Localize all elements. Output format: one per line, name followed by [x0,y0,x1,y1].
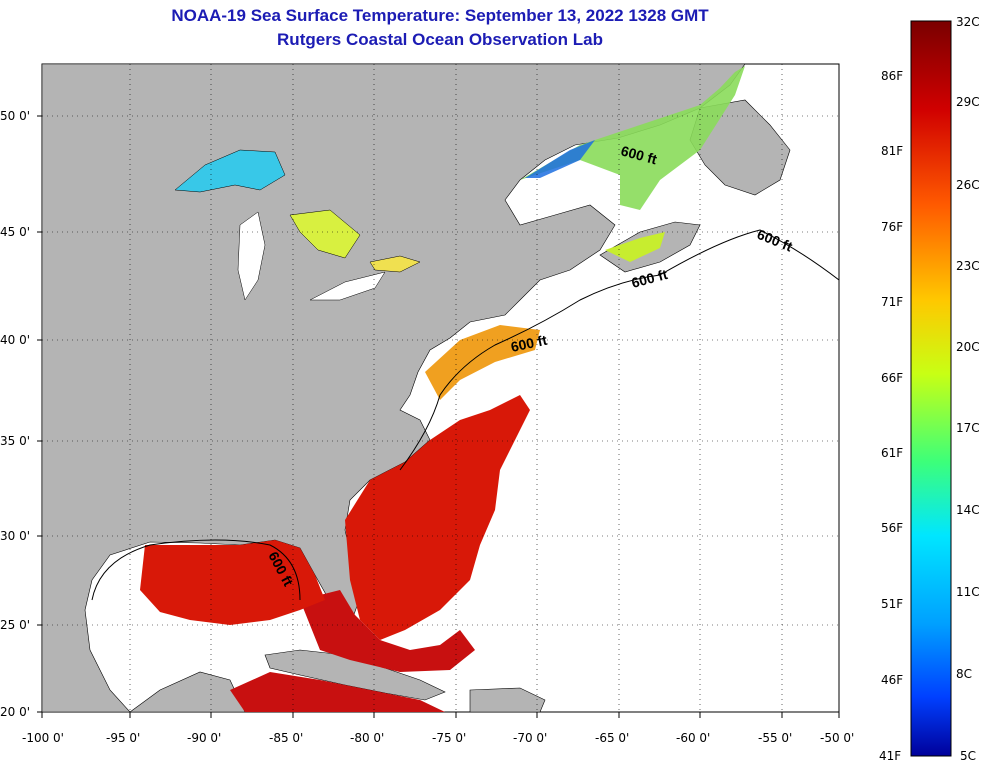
colorbar-f-label: 51F [881,597,903,611]
isobath-contour [91,539,301,601]
colorbar-c-label: 14C [956,503,980,517]
colorbar-f-label: 81F [881,144,903,158]
colorbar-c-label: 11C [956,585,980,599]
colorbar-fahrenheit-labels: 86F 81F 76F 71F 66F 61F 56F 51F 46F 41F [879,69,903,763]
lon-tick-label: -50 0' [820,731,854,745]
colorbar-f-label: 61F [881,446,903,460]
colorbar-c-label: 20C [956,340,980,354]
colorbar-c-label: 29C [956,95,980,109]
st-lawrence-cold-sst [525,140,595,178]
map-subtitle: Rutgers Coastal Ocean Observation Lab [277,30,603,49]
lake-huron [289,209,361,259]
graticule [42,64,839,712]
bay-of-fundy-sst [605,232,665,262]
lon-tick-label: -60 0' [676,731,710,745]
colorbar-f-label: 86F [881,69,903,83]
lat-tick-label: 50 0' [0,109,30,123]
lat-axis: 50 0' 45 0' 40 0' 35 0' 30 0' 25 0' 20 0… [0,109,42,719]
mid-atlantic-sst [425,325,540,400]
colorbar-c-label: 17C [956,421,980,435]
lat-tick-label: 20 0' [0,705,30,719]
lat-tick-label: 30 0' [0,529,30,543]
hispaniola-land [469,687,546,712]
map-title: NOAA-19 Sea Surface Temperature: Septemb… [171,6,709,25]
colorbar-c-label: 5C [960,749,976,763]
colorbar-celsius-labels: 32C 29C 26C 23C 20C 17C 14C 11C 8C 5C [956,15,980,763]
isobath-contour-east [399,229,839,471]
lon-tick-label: -80 0' [350,731,384,745]
colorbar-c-label: 8C [956,667,972,681]
lake-michigan [237,211,266,301]
contour-label: 600 ft [509,332,548,355]
lat-tick-label: 35 0' [0,434,30,448]
colorbar-c-label: 26C [956,178,980,192]
lon-tick-label: -55 0' [758,731,792,745]
lake-superior [174,149,286,193]
lat-tick-label: 45 0' [0,225,30,239]
lon-tick-label: -70 0' [513,731,547,745]
colorbar-c-label: 32C [956,15,980,29]
yucatan-land [129,671,246,712]
lon-tick-label: -100 0' [22,731,64,745]
lon-tick-label: -85 0' [269,731,303,745]
colorbar-f-label: 71F [881,295,903,309]
colorbar-f-label: 56F [881,521,903,535]
colorbar [910,20,952,757]
st-lawrence-sst [520,66,745,210]
lat-tick-label: 40 0' [0,333,30,347]
colorbar-f-label: 46F [881,673,903,687]
gulf-of-mexico-sst [140,540,325,625]
lon-tick-label: -65 0' [595,731,629,745]
colorbar-f-label: 76F [881,220,903,234]
colorbar-f-label: 41F [879,749,901,763]
colorbar-f-label: 66F [881,371,903,385]
lon-axis: -100 0' -95 0' -90 0' -85 0' -80 0' -75 … [22,712,854,745]
caribbean-sst [230,672,445,712]
lon-tick-label: -75 0' [432,731,466,745]
gulf-stream-sst [345,395,530,640]
lat-tick-label: 25 0' [0,618,30,632]
lon-tick-label: -90 0' [187,731,221,745]
lon-tick-label: -95 0' [106,731,140,745]
florida-keys-sst [300,590,475,672]
colorbar-c-label: 23C [956,259,980,273]
lake-erie [309,271,386,301]
lake-ontario [369,255,421,273]
